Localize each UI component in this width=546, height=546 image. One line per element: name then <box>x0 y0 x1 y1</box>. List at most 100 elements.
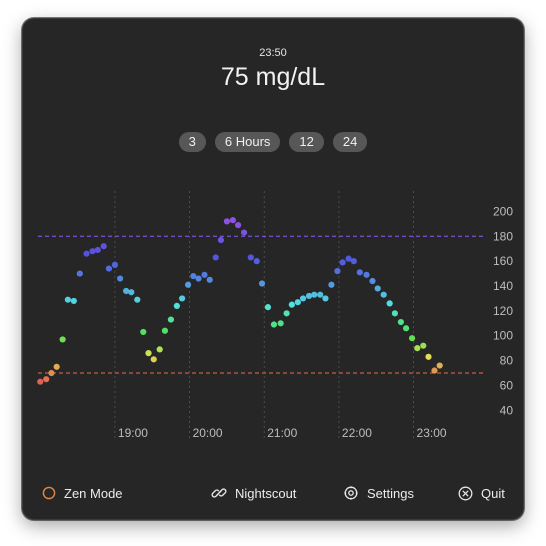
glucose-reading: 75 mg/dL <box>220 63 326 91</box>
glucose-point <box>111 261 119 268</box>
glucose-point <box>161 327 169 334</box>
glucose-point <box>195 275 202 282</box>
glucose-point <box>240 229 248 236</box>
glucose-point <box>288 301 295 308</box>
y-tick-label: 140 <box>493 279 513 293</box>
close-circle-icon <box>458 486 473 500</box>
time-range-selector: 3 6 Hours 12 24 <box>23 132 523 152</box>
glucose-point <box>179 295 186 302</box>
glucose-point <box>322 295 329 302</box>
settings-label: Settings <box>367 485 414 501</box>
nightscout-button[interactable]: Nightscout <box>211 482 296 504</box>
glucose-point <box>391 310 398 317</box>
link-icon <box>211 488 227 498</box>
glucose-point <box>37 378 44 385</box>
glucose-point <box>350 258 357 265</box>
zen-mode-button[interactable]: Zen Mode <box>42 482 123 504</box>
glucose-point <box>184 281 192 288</box>
nightscout-label: Nightscout <box>235 485 297 501</box>
glucose-point <box>431 367 438 374</box>
glucose-point <box>328 281 335 288</box>
glucose-point <box>206 276 213 283</box>
x-tick-label: 20:00 <box>193 426 223 440</box>
reading-time: 23:50 <box>259 47 287 59</box>
range-24h-button[interactable]: 24 <box>332 132 368 152</box>
glucose-point <box>117 275 124 282</box>
x-tick-label: 21:00 <box>267 426 297 440</box>
glucose-point <box>156 346 163 353</box>
glucose-point <box>201 271 208 278</box>
x-tick-label: 19:00 <box>118 426 148 440</box>
glucose-popover-panel: 23:50 75 mg/dL 3 6 Hours 12 24 19:00 20:0… <box>22 18 524 520</box>
glucose-point <box>83 250 90 257</box>
glucose-point <box>414 345 421 352</box>
y-tick-label: 160 <box>493 254 513 268</box>
glucose-point <box>173 302 180 309</box>
y-tick-label: 180 <box>493 229 513 243</box>
glucose-point <box>167 316 175 323</box>
glucose-point <box>402 325 410 332</box>
glucose-point <box>317 291 324 298</box>
glucose-point <box>94 246 101 254</box>
glucose-point <box>212 254 219 261</box>
glucose-point <box>59 336 66 343</box>
glucose-point <box>386 300 393 307</box>
glucose-point <box>363 271 370 278</box>
zen-mode-label: Zen Mode <box>64 485 123 501</box>
glucose-point <box>369 277 376 285</box>
gear-icon <box>344 486 358 500</box>
glucose-point <box>397 318 404 326</box>
glucose-point <box>356 269 363 276</box>
glucose-point <box>294 299 301 306</box>
y-tick-label: 120 <box>493 304 513 318</box>
glucose-point <box>247 254 254 261</box>
y-tick-label: 200 <box>493 204 513 218</box>
glucose-point <box>235 222 242 229</box>
glucose-point <box>105 265 113 272</box>
glucose-point <box>345 255 352 262</box>
glucose-point <box>100 243 107 250</box>
quit-button[interactable]: Quit <box>458 482 505 504</box>
glucose-point <box>64 296 71 303</box>
circle-outline-icon <box>42 486 56 500</box>
range-12h-button[interactable]: 12 <box>289 132 324 152</box>
range-3h-button[interactable]: 3 <box>178 132 206 152</box>
glucose-point <box>283 310 290 317</box>
y-tick-label: 80 <box>500 354 514 368</box>
glucose-point <box>48 369 55 377</box>
glucose-point <box>264 304 272 311</box>
glucose-point <box>76 270 83 277</box>
range-6h-button[interactable]: 6 Hours <box>214 132 281 152</box>
glucose-point <box>89 248 96 255</box>
glucose-point <box>380 291 387 298</box>
y-tick-label: 40 <box>500 403 514 417</box>
x-tick-label: 22:00 <box>342 426 372 440</box>
glucose-point <box>53 363 60 370</box>
glucose-point <box>150 356 157 363</box>
settings-button[interactable]: Settings <box>343 482 414 504</box>
glucose-point <box>190 272 197 280</box>
glucose-point <box>140 328 147 336</box>
glucose-chart: 19:00 20:00 21:00 22:00 23:00 200 180 160 140 120… <box>37 191 514 440</box>
glucose-point <box>436 362 443 369</box>
quit-label: Quit <box>481 485 505 501</box>
glucose-point <box>123 287 130 295</box>
glucose-point <box>277 320 284 327</box>
glucose-point <box>258 280 266 287</box>
glucose-point <box>229 217 236 224</box>
glucose-point <box>145 350 152 357</box>
glucose-point <box>217 236 225 244</box>
glucose-point <box>128 289 135 296</box>
glucose-point <box>311 291 318 298</box>
y-tick-label: 60 <box>500 378 514 392</box>
glucose-point <box>305 292 313 300</box>
glucose-point <box>374 285 381 292</box>
x-tick-label: 23:00 <box>417 426 447 440</box>
glucose-point <box>270 321 278 328</box>
glucose-point <box>334 267 341 275</box>
glucose-point <box>253 258 260 265</box>
footer-toolbar: Zen Mode Nightscout Settings <box>23 482 523 504</box>
glucose-point <box>420 342 427 349</box>
glucose-point <box>70 297 77 305</box>
glucose-point <box>134 296 141 303</box>
